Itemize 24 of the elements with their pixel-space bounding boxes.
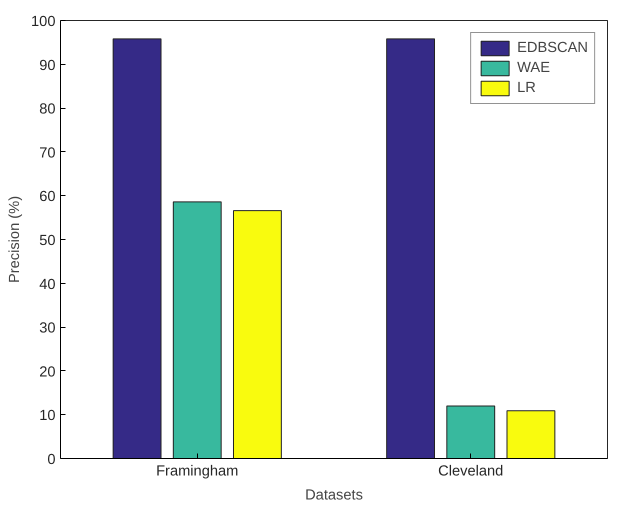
bar [112, 38, 162, 458]
y-tick-label: 60 [39, 189, 56, 206]
x-axis-title: Datasets [305, 488, 363, 504]
y-tick-label: 30 [39, 320, 56, 337]
bar [232, 210, 282, 458]
y-tick-label: 100 [31, 14, 56, 30]
y-tick-label: 20 [39, 364, 56, 380]
y-tick-label: 70 [39, 145, 56, 162]
y-tick-label: 40 [39, 276, 56, 293]
legend-label: EDBSCAN [517, 40, 588, 56]
y-tick-label: 50 [39, 233, 56, 249]
legend-label: WAE [517, 60, 550, 76]
y-tick-label: 0 [47, 452, 56, 468]
legend-label: LR [517, 80, 537, 96]
x-tick-label: Framingham [156, 464, 238, 480]
y-axis-title: Precision (%) [7, 196, 24, 284]
y-tick-label: 80 [39, 102, 56, 118]
x-tick-label: Cleveland [438, 464, 504, 480]
y-tick-label: 10 [39, 408, 56, 424]
bar [386, 38, 436, 458]
bar [172, 201, 222, 458]
y-tick-label: 90 [39, 58, 56, 74]
bar [506, 410, 556, 458]
bar [446, 405, 496, 458]
